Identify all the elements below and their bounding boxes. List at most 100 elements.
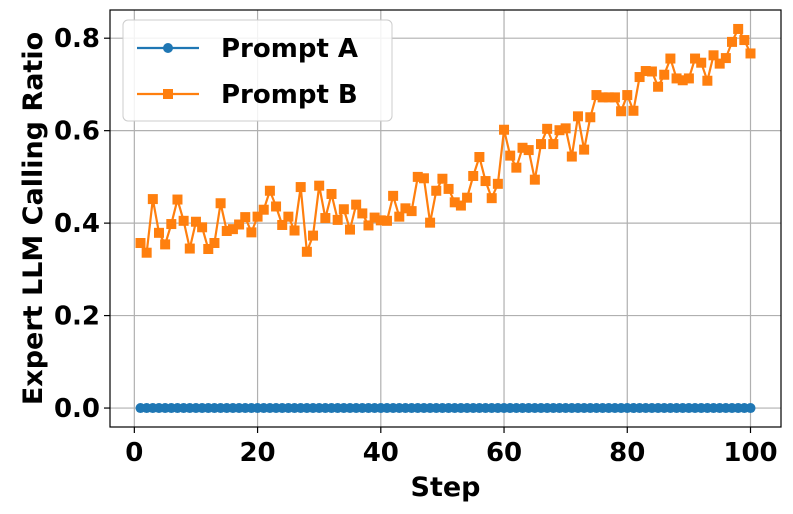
data-point-prompt-b	[696, 57, 707, 68]
data-point-prompt-b	[197, 222, 208, 233]
data-point-prompt-a	[745, 403, 756, 414]
x-tick-label: 40	[363, 438, 399, 468]
data-point-prompt-b	[406, 206, 417, 217]
data-point-prompt-b	[622, 90, 633, 101]
data-point-prompt-b	[714, 58, 725, 69]
data-point-prompt-b	[437, 173, 448, 184]
data-point-prompt-b	[499, 124, 510, 135]
data-point-prompt-b	[690, 53, 701, 64]
plot-area	[109, 9, 782, 428]
data-point-prompt-b	[289, 225, 300, 236]
data-point-prompt-b	[320, 213, 331, 224]
data-point-prompt-b	[431, 185, 442, 196]
y-tick-label: 0.4	[54, 209, 100, 239]
x-tick-label: 80	[609, 438, 645, 468]
data-point-prompt-b	[381, 215, 392, 226]
data-point-prompt-b	[609, 92, 620, 103]
series-prompt-a	[135, 403, 756, 414]
data-point-prompt-b	[147, 194, 158, 205]
data-point-prompt-b	[455, 200, 466, 211]
data-point-prompt-b	[702, 75, 713, 86]
axis-ticks: 0 20 40 60 80 100 0.0 0.2 0.4 0.6 0.8	[54, 24, 778, 468]
data-point-prompt-b	[203, 244, 214, 255]
data-point-prompt-b	[258, 204, 269, 215]
x-tick-label: 20	[239, 438, 275, 468]
data-point-prompt-b	[659, 69, 670, 80]
data-point-prompt-b	[184, 243, 195, 254]
data-point-prompt-b	[720, 53, 731, 64]
data-point-prompt-b	[597, 92, 608, 103]
data-point-prompt-b	[745, 48, 756, 59]
data-point-prompt-b	[308, 230, 319, 241]
legend-item-prompt-b: Prompt B	[137, 80, 358, 110]
data-point-prompt-b	[375, 215, 386, 226]
data-point-prompt-b	[677, 75, 688, 86]
data-point-prompt-b	[400, 203, 411, 214]
data-point-prompt-b	[271, 201, 282, 212]
legend-marker	[163, 89, 173, 99]
data-point-prompt-b	[554, 125, 565, 136]
data-point-prompt-b	[628, 105, 639, 116]
data-point-prompt-b	[209, 238, 220, 249]
data-point-prompt-b	[221, 225, 232, 236]
data-point-prompt-b	[363, 220, 374, 231]
legend-marker	[163, 43, 173, 53]
data-point-prompt-b	[474, 152, 485, 163]
data-point-prompt-b	[646, 66, 657, 77]
data-point-prompt-b	[264, 185, 275, 196]
data-point-prompt-b	[640, 66, 651, 77]
data-point-prompt-b	[344, 224, 355, 235]
data-point-prompt-b	[653, 81, 664, 92]
data-point-prompt-b	[357, 208, 368, 219]
data-point-prompt-b	[511, 162, 522, 173]
data-point-prompt-b	[153, 227, 164, 238]
data-point-prompt-b	[603, 92, 614, 103]
data-point-prompt-b	[246, 227, 257, 238]
legend-label: Prompt A	[221, 34, 358, 64]
data-point-prompt-b	[492, 178, 503, 189]
data-point-prompt-b	[443, 183, 454, 194]
data-point-prompt-b	[412, 171, 423, 182]
y-axis-label: Expert LLM Calling Ratio	[18, 32, 49, 405]
data-point-prompt-b	[579, 144, 590, 155]
data-point-prompt-b	[733, 23, 744, 34]
legend-item-prompt-a: Prompt A	[137, 34, 358, 64]
data-point-prompt-b	[283, 211, 294, 222]
legend: Prompt A Prompt B	[122, 19, 393, 122]
data-point-prompt-b	[301, 246, 312, 257]
data-point-prompt-b	[449, 197, 460, 208]
data-point-prompt-b	[572, 111, 583, 122]
data-point-prompt-b	[683, 73, 694, 84]
legend-label: Prompt B	[221, 80, 358, 110]
data-point-prompt-b	[566, 151, 577, 162]
data-point-prompt-b	[616, 106, 627, 117]
data-point-prompt-b	[468, 170, 479, 181]
y-tick-label: 0.2	[54, 302, 100, 332]
data-point-prompt-b	[277, 219, 288, 230]
data-point-prompt-b	[739, 35, 750, 46]
data-point-prompt-b	[536, 139, 547, 150]
data-point-prompt-b	[665, 53, 676, 64]
data-point-prompt-b	[166, 219, 177, 230]
data-point-prompt-b	[418, 173, 429, 184]
x-axis-label: Step	[411, 472, 481, 503]
data-point-prompt-b	[480, 176, 491, 187]
data-point-prompt-b	[529, 174, 540, 185]
series-layer	[135, 23, 756, 414]
x-tick-label: 60	[486, 438, 522, 468]
data-point-prompt-b	[708, 50, 719, 61]
data-point-prompt-b	[295, 182, 306, 193]
data-point-prompt-b	[523, 145, 534, 156]
data-point-prompt-b	[542, 123, 553, 134]
data-point-prompt-b	[227, 224, 238, 235]
y-tick-label: 0.0	[54, 394, 100, 424]
data-point-prompt-b	[332, 214, 343, 225]
data-point-prompt-b	[160, 239, 171, 250]
data-point-prompt-b	[671, 73, 682, 84]
data-point-prompt-b	[351, 199, 362, 210]
data-point-prompt-b	[388, 190, 399, 201]
data-point-prompt-b	[215, 198, 226, 209]
data-point-prompt-b	[190, 216, 201, 227]
data-point-prompt-b	[326, 188, 337, 199]
